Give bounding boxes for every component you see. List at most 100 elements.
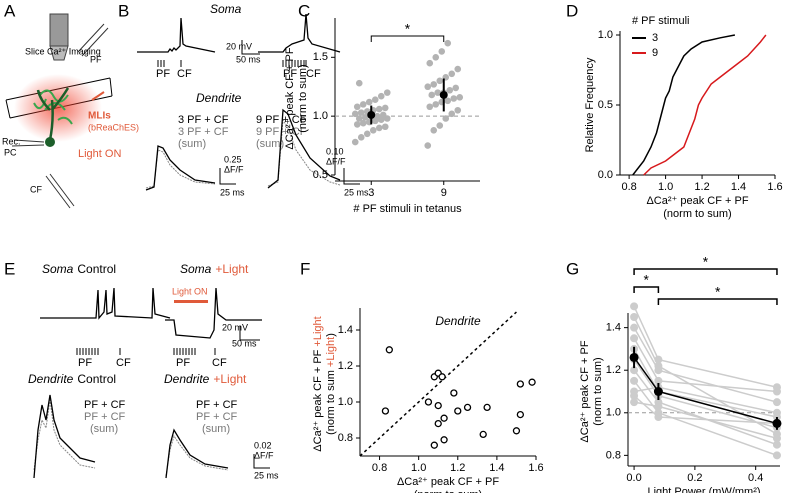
data-point <box>653 387 663 396</box>
data-point <box>630 323 639 332</box>
data-point <box>381 123 389 131</box>
y-tick-label: 0.0 <box>598 169 613 181</box>
y-tick-label: 0.5 <box>313 169 328 181</box>
data-point <box>426 59 434 67</box>
data-point <box>446 86 454 94</box>
label: (bReaChES) <box>88 122 139 132</box>
data-point <box>363 130 371 138</box>
line <box>632 34 736 176</box>
significance: * <box>405 21 411 37</box>
y-axis-label: (norm to sum) <box>592 357 604 425</box>
label: Dendrite <box>196 91 242 105</box>
data-point <box>463 403 472 412</box>
data-point <box>438 48 446 55</box>
data-point <box>448 70 456 78</box>
data-point <box>369 126 377 134</box>
significance-bracket <box>633 286 660 293</box>
y-axis-label: ΔCa²⁺ peak CF + PF +Light <box>312 316 324 451</box>
label: Soma <box>210 2 242 16</box>
significance: * <box>703 254 709 270</box>
data-point <box>359 101 367 108</box>
trace <box>165 428 229 479</box>
data-point <box>436 122 444 129</box>
label: 0.02 <box>254 440 272 450</box>
data-point <box>654 376 663 385</box>
y-tick-label: 1.0 <box>606 407 621 419</box>
label: CF <box>212 357 227 369</box>
data-point <box>357 109 365 116</box>
x-tick-label: 1.4 <box>489 462 504 474</box>
data-point <box>353 103 361 111</box>
mean-point <box>439 90 448 99</box>
trace <box>165 434 229 477</box>
x-tick-label: 1.2 <box>694 181 709 193</box>
data-point <box>630 391 639 400</box>
data-point <box>448 110 456 118</box>
label: 25 ms <box>344 187 369 197</box>
data-point <box>450 389 458 397</box>
label: CF <box>116 357 131 369</box>
data-point <box>434 89 442 96</box>
label: 50 ms <box>232 338 257 348</box>
label: 20 mV <box>222 322 248 332</box>
x-tick-label: 1.0 <box>658 181 673 193</box>
data-point <box>430 126 438 134</box>
x-axis-label: # PF stimuli in tetanus <box>353 203 462 215</box>
significance-bracket <box>633 268 778 275</box>
panel-label: C <box>298 1 310 20</box>
data-point <box>373 112 381 120</box>
data-point <box>772 418 782 428</box>
x-tick-label: 9 <box>441 187 447 199</box>
data-point <box>772 398 781 407</box>
y-axis-label-part: +Light <box>312 316 324 346</box>
data-point <box>440 436 448 444</box>
x-axis-label: ΔCa²⁺ peak CF + PF <box>646 195 748 207</box>
data-point <box>357 134 365 141</box>
label: PF + CF <box>196 399 238 411</box>
data-point <box>772 408 781 417</box>
trace <box>165 287 262 339</box>
label: ΔF/F <box>254 450 274 460</box>
x-axis-label: (norm to sum) <box>414 489 482 493</box>
label: 9 PF + CF <box>256 114 307 126</box>
data-point <box>377 92 385 100</box>
significance: * <box>644 272 650 288</box>
x-tick-label: 0.2 <box>687 472 702 484</box>
data-point <box>630 398 639 407</box>
label: 25 ms <box>254 470 279 480</box>
data-point <box>454 65 462 73</box>
label: Light ON <box>78 148 121 160</box>
y-axis-label: ΔCa²⁺ peak CF + PF <box>284 47 296 149</box>
panel-label: G <box>566 259 579 278</box>
label: Dendrite Control <box>28 372 116 386</box>
stim-ticks <box>76 326 260 355</box>
label: (sum) <box>90 423 118 435</box>
trace <box>33 399 96 471</box>
label: (sum) <box>256 138 284 150</box>
data-point <box>375 105 383 113</box>
label: Light ON <box>172 286 208 296</box>
panel-label: F <box>300 259 310 278</box>
data-point <box>383 89 391 96</box>
scale-bar <box>219 168 360 185</box>
data-point <box>355 79 363 87</box>
x-axis-label: (norm to sum) <box>663 208 731 220</box>
legend-title: # PF stimuli <box>632 15 689 27</box>
data-point <box>444 97 452 105</box>
data-point <box>365 98 373 106</box>
data-point <box>381 104 389 112</box>
x-axis-label: ΔCa²⁺ peak CF + PF <box>397 476 499 488</box>
y-axis-label-part: (norm to sum <box>325 370 337 435</box>
y-axis-label-part: +Light <box>325 337 337 367</box>
data-point <box>434 419 442 428</box>
data-point <box>479 430 487 439</box>
panel-label: E <box>4 259 15 278</box>
label: PF + CF <box>84 399 126 411</box>
data-point <box>355 115 363 122</box>
trace <box>258 13 341 53</box>
label: CF <box>30 184 42 194</box>
y-tick-label: 0.5 <box>598 99 613 111</box>
data-point <box>444 39 452 47</box>
data-point <box>351 110 359 118</box>
label: Soma Control <box>42 262 116 276</box>
